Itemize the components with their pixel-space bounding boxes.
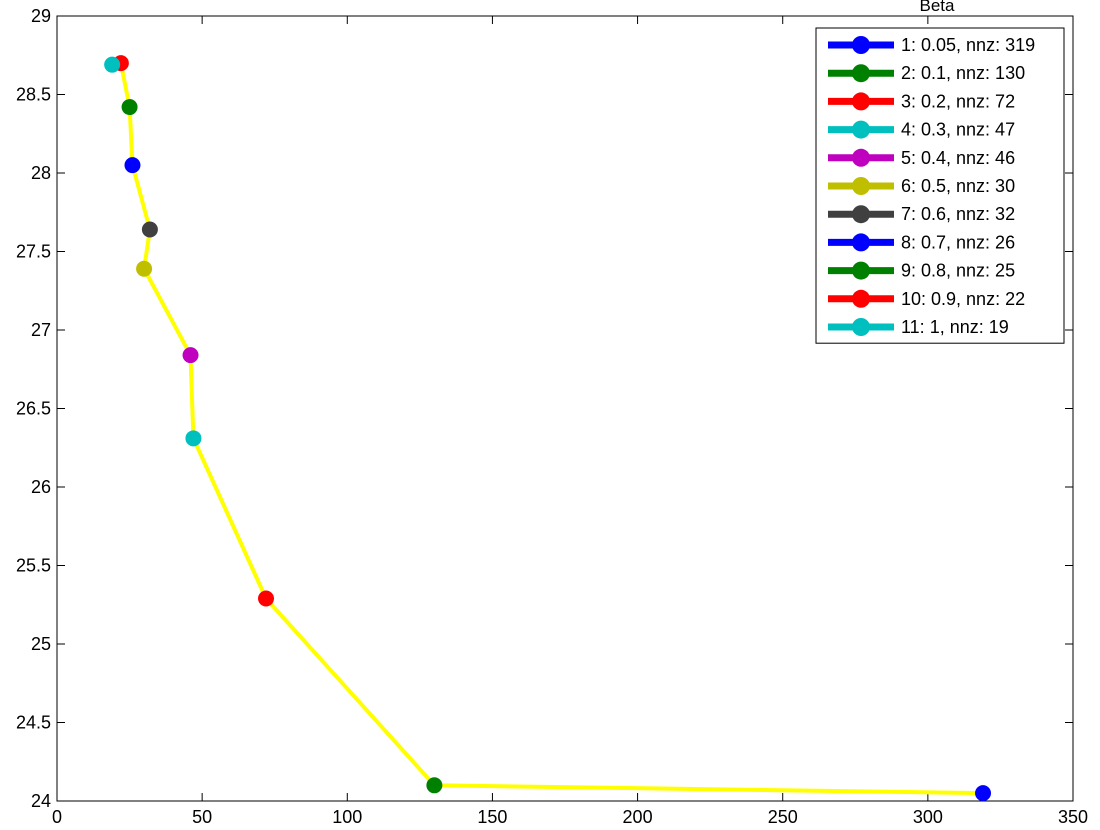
legend-swatch-marker — [852, 289, 870, 308]
points-layer — [104, 55, 992, 802]
data-point-5 — [182, 347, 199, 364]
x-tick-label: 0 — [52, 807, 62, 827]
y-tick-label: 29 — [31, 6, 51, 26]
legend-label: 2: 0.1, nnz: 130 — [901, 63, 1025, 83]
legend-swatch-marker — [852, 177, 870, 195]
axis-ticks: 0 50 100 150 200 250 300 350 24 24.5 25 25.5 26 26.5 2… — [16, 6, 1088, 827]
legend-swatch-marker — [852, 36, 870, 54]
x-tick-label: 250 — [768, 807, 798, 827]
x-tick-label: 300 — [913, 807, 943, 827]
chart-title: Beta — [920, 0, 956, 15]
data-point-2 — [426, 777, 443, 794]
data-point-6 — [136, 260, 153, 277]
legend-swatch-marker — [852, 64, 870, 83]
x-tick-label: 50 — [192, 807, 212, 827]
y-tick-label: 28 — [31, 163, 51, 183]
legend-swatch-marker — [852, 120, 870, 139]
legend-label: 5: 0.4, nnz: 46 — [901, 148, 1015, 168]
y-tick-label: 27.5 — [16, 242, 51, 262]
data-point-7 — [141, 221, 158, 238]
y-tick-label: 24 — [31, 791, 51, 811]
legend-label: 4: 0.3, nnz: 47 — [901, 120, 1015, 140]
legend-label: 3: 0.2, nnz: 72 — [901, 91, 1015, 111]
data-point-11 — [104, 56, 121, 73]
legend-label: 11: 1, nnz: 19 — [901, 317, 1009, 337]
y-tick-label: 27 — [31, 320, 51, 340]
y-tick-label: 25 — [31, 634, 51, 654]
legend-swatch-marker — [852, 261, 870, 280]
y-tick-label: 28.5 — [16, 85, 51, 105]
legend-swatch-marker — [852, 148, 870, 167]
x-tick-label: 200 — [623, 807, 653, 827]
y-tick-label: 26.5 — [16, 399, 51, 419]
legend-swatch-marker — [852, 205, 870, 224]
data-point-8 — [124, 157, 141, 174]
y-tick-label: 26 — [31, 477, 51, 497]
legend-label: 6: 0.5, nnz: 30 — [901, 176, 1015, 196]
data-point-3 — [258, 590, 275, 607]
x-tick-label: 100 — [332, 807, 362, 827]
legend-label: 10: 0.9, nnz: 22 — [901, 289, 1025, 309]
data-point-1 — [975, 785, 992, 802]
legend-swatch-marker — [852, 233, 870, 252]
x-tick-label: 350 — [1058, 807, 1088, 827]
legend-label: 1: 0.05, nnz: 319 — [901, 35, 1035, 55]
legend-label: 7: 0.6, nnz: 32 — [901, 204, 1015, 224]
data-point-9 — [121, 99, 138, 116]
legend-label: 8: 0.7, nnz: 26 — [901, 232, 1015, 252]
y-tick-label: 24.5 — [16, 713, 51, 733]
legend-swatch-marker — [852, 92, 870, 111]
data-point-4 — [185, 430, 202, 447]
legend-swatch-marker — [852, 318, 870, 336]
legend: 1: 0.05, nnz: 319 2: 0.1, nnz: 130 3: 0.2,… — [815, 27, 1065, 344]
legend-label: 9: 0.8, nnz: 25 — [901, 261, 1015, 281]
x-tick-label: 150 — [477, 807, 507, 827]
y-tick-label: 25.5 — [16, 556, 51, 576]
